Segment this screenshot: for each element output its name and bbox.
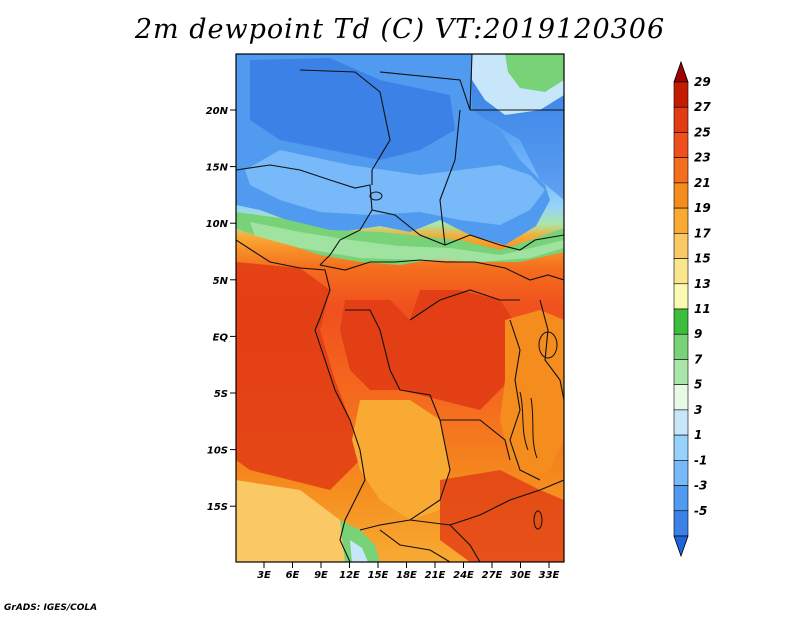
colorbar-swatch [673, 258, 689, 285]
colorbar-swatch [673, 485, 689, 512]
field-southwest-dry [236, 480, 345, 562]
colorbar-swatch [673, 157, 689, 184]
colorbar-swatch [673, 81, 689, 108]
lat-label: 5S [214, 389, 228, 400]
field-east-highlands [500, 310, 564, 480]
lon-label: 21E [425, 570, 446, 581]
grads-credit: GrADS: IGES/COLA [4, 603, 98, 613]
colorbar-label: 29 [694, 75, 711, 89]
field-angola-plateau [352, 400, 450, 520]
lon-label: 30E [510, 570, 531, 581]
colorbar-label: 19 [694, 201, 711, 215]
colorbar-swatch [673, 409, 689, 436]
colorbar-top-arrow [673, 60, 689, 83]
colorbar-swatch [673, 233, 689, 259]
lat-label: 20N [206, 106, 229, 117]
lat-label: 5N [213, 276, 229, 287]
lon-label: 18E [396, 570, 417, 581]
colorbar-label: 1 [694, 428, 702, 442]
lat-label: 10N [206, 219, 229, 230]
colorbar-label: 9 [694, 327, 702, 341]
country-borders [236, 54, 564, 562]
lon-label: 33E [539, 570, 560, 581]
colorbar-label: 15 [694, 252, 711, 266]
field-sahel-light [245, 150, 545, 225]
colorbar-swatch [673, 434, 689, 461]
lon-label: 24E [453, 570, 474, 581]
lon-label: 12E [339, 570, 360, 581]
field-southeast [440, 470, 564, 562]
lat-label: 15S [207, 502, 228, 513]
field-south-coast [340, 520, 380, 562]
map-title: 2m dewpoint Td (C) VT:2019120306 [134, 14, 666, 45]
colorbar-label: -5 [694, 504, 707, 518]
field-congo-humid [340, 290, 520, 410]
colorbar-swatch [673, 106, 689, 133]
lon-label: 9E [314, 570, 328, 581]
colorbar-swatch [673, 132, 689, 158]
lat-label: EQ [213, 332, 229, 343]
field-sahel-green [236, 212, 564, 265]
colorbar-label: 17 [694, 226, 711, 240]
colorbar-swatch [673, 460, 689, 486]
colorbar-label: 7 [694, 352, 703, 366]
field-very-dry [250, 58, 455, 160]
colorbar-label: 25 [694, 125, 711, 139]
lon-label: 27E [482, 570, 503, 581]
colorbar-swatch [673, 384, 689, 411]
colorbar-label: 23 [694, 151, 711, 165]
field-sahel-pale [250, 222, 564, 262]
longitude-axis: 3E 6E 9E 12E 15E 18E 21E 24E 27E 30E 33E [257, 562, 560, 581]
colorbar-label: 11 [694, 302, 711, 316]
field-layer [236, 54, 564, 562]
latitude-axis: 20N 15N 10N 5N EQ 5S 10S 15S [206, 106, 236, 513]
field-humid-core [236, 262, 360, 490]
colorbar-label: -1 [694, 453, 707, 467]
colorbar-label: 3 [694, 403, 702, 417]
colorbar-swatch [673, 359, 689, 385]
lat-label: 15N [206, 163, 229, 174]
lon-label: 6E [286, 570, 300, 581]
map-frame [235, 53, 565, 563]
colorbar-bottom-arrow [673, 535, 689, 558]
colorbar-label: 5 [694, 378, 702, 392]
colorbar-label: -3 [694, 479, 707, 493]
colorbar-swatch [673, 283, 689, 310]
colorbar-swatch [673, 333, 689, 360]
colorbar: 29 27 25 23 21 19 17 15 13 11 9 7 5 3 1 -1 -3 -5 [673, 60, 711, 558]
lake-outlines [369, 191, 558, 530]
colorbar-label: 27 [694, 100, 711, 114]
colorbar-label: 13 [694, 277, 711, 291]
field-ne-green [505, 54, 564, 92]
colorbar-swatch [673, 308, 689, 335]
colorbar-swatch [673, 207, 689, 234]
lon-label: 3E [257, 570, 271, 581]
colorbar-label: 21 [694, 176, 711, 190]
colorbar-swatch [673, 182, 689, 209]
colorbar-swatch [673, 510, 689, 537]
lon-label: 15E [368, 570, 389, 581]
field-south-coast-light [350, 540, 368, 562]
lat-label: 10S [207, 446, 228, 457]
